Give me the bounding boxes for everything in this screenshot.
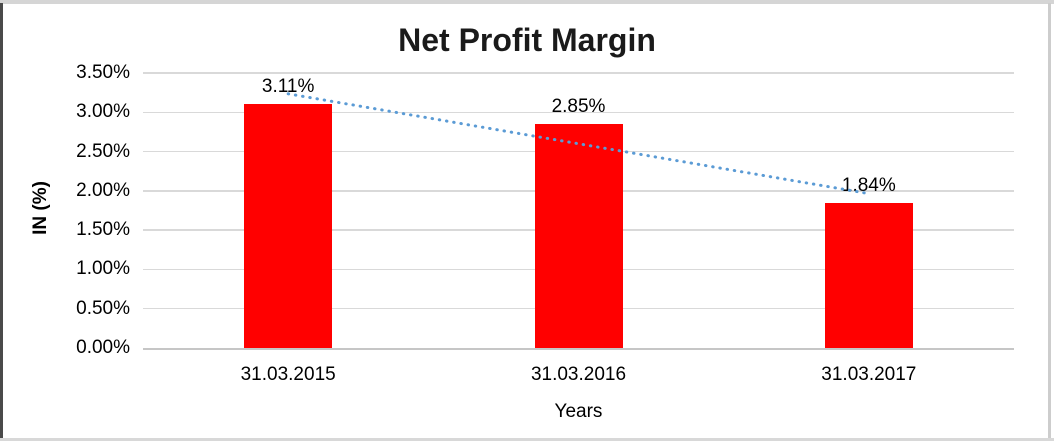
- bar-data-label: 2.85%: [551, 96, 606, 118]
- y-tick-label: 2.00%: [76, 179, 130, 201]
- chart-border-bottom: [0, 438, 1054, 441]
- bar-data-label: 1.84%: [841, 175, 896, 197]
- category-label: 31.03.2016: [530, 364, 627, 385]
- chart-border-right: [1048, 3, 1051, 441]
- category-label: 31.03.2015: [240, 364, 336, 385]
- bar: [824, 203, 913, 348]
- bar: [534, 124, 623, 348]
- chart-border-top: [0, 0, 1054, 4]
- y-tick-label: 3.50%: [76, 62, 130, 83]
- y-tick-label: 1.50%: [76, 219, 130, 241]
- gridline: [143, 72, 1014, 74]
- chart-title: Net Profit Margin: [398, 22, 656, 58]
- category-label: 31.03.2017: [821, 364, 917, 385]
- x-axis-line: [143, 347, 1014, 350]
- bar-data-label: 3.11%: [261, 75, 315, 97]
- y-tick-label: 1.00%: [76, 258, 130, 280]
- y-tick-label: 0.00%: [76, 337, 130, 358]
- bar: [244, 103, 333, 348]
- y-tick-label: 2.50%: [76, 140, 130, 162]
- x-axis-title: Years: [554, 401, 603, 422]
- y-tick-label: 0.50%: [76, 297, 130, 319]
- chart-border-left: [0, 3, 3, 441]
- y-tick-label: 3.00%: [76, 101, 130, 123]
